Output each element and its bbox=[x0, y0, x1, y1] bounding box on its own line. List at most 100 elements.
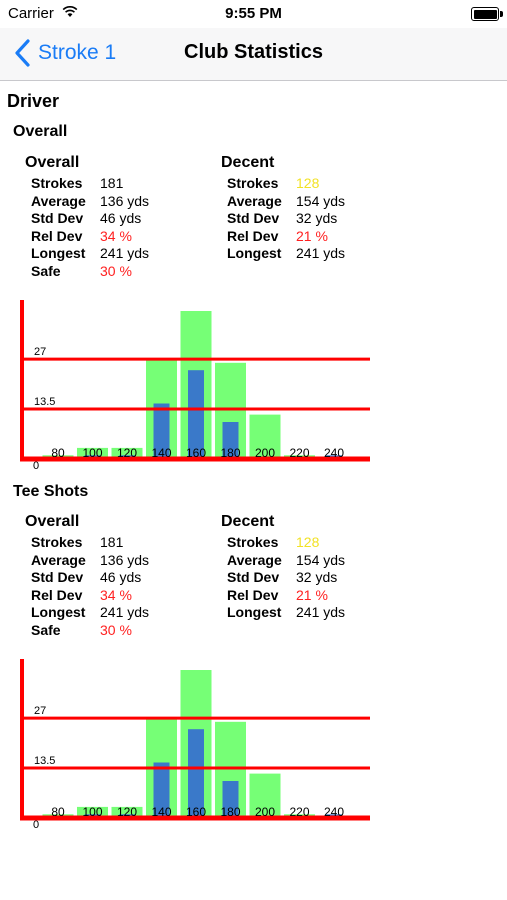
stat-row: Std Dev 46 yds bbox=[25, 210, 149, 228]
stat-value: 241 yds bbox=[296, 604, 346, 620]
total-bar bbox=[77, 806, 108, 818]
x-tick-label: 180 bbox=[220, 805, 240, 819]
stat-row: Rel Dev 34 % bbox=[25, 228, 149, 246]
decent-bar bbox=[222, 781, 239, 818]
stat-row: Longest 241 yds bbox=[25, 245, 149, 263]
stat-row: Strokes 181 bbox=[25, 534, 149, 552]
stat-label: Std Dev bbox=[31, 569, 84, 585]
y-tick-label: 0 bbox=[33, 819, 39, 830]
distance-histogram-tee-shots: 80 100 120 140 160 180 200 220 240 0 13.5 27 bbox=[20, 659, 370, 830]
stat-row: Longest 241 yds bbox=[25, 604, 149, 622]
stat-label: Safe bbox=[31, 262, 61, 279]
y-tick-label: 27 bbox=[34, 705, 46, 717]
battery-icon bbox=[471, 7, 503, 21]
stat-row: Average 154 yds bbox=[221, 193, 345, 211]
stat-label: Std Dev bbox=[227, 210, 280, 226]
clock: 9:55 PM bbox=[225, 5, 282, 22]
stat-value: 241 yds bbox=[100, 245, 150, 261]
carrier-label: Carrier bbox=[8, 5, 54, 22]
stat-label: Strokes bbox=[31, 534, 83, 550]
total-bar bbox=[77, 447, 108, 459]
stat-value: 136 yds bbox=[100, 192, 150, 209]
stat-label: Rel Dev bbox=[227, 586, 279, 603]
stat-value: 34 % bbox=[100, 227, 132, 244]
stat-label: Rel Dev bbox=[31, 586, 83, 603]
navigation-bar: Stroke 1 Club Statistics bbox=[0, 28, 507, 81]
stat-value: 46 yds bbox=[100, 569, 142, 585]
x-tick-label: 220 bbox=[289, 805, 309, 819]
x-tick-label: 120 bbox=[117, 805, 137, 819]
stats-heading: Decent bbox=[221, 154, 275, 171]
stat-row: Std Dev 32 yds bbox=[221, 210, 345, 228]
wifi-icon bbox=[62, 6, 78, 17]
x-tick-label: 160 bbox=[186, 446, 206, 460]
stat-value: 21 % bbox=[296, 586, 328, 603]
x-tick-label: 200 bbox=[255, 446, 275, 460]
x-tick-label: 240 bbox=[324, 805, 344, 819]
stats-heading: Overall bbox=[25, 154, 80, 171]
overall-stats: Overall Strokes 181 Average 136 yds Std De… bbox=[25, 513, 149, 639]
stat-row: Rel Dev 34 % bbox=[25, 587, 149, 605]
y-tick-label: 13.5 bbox=[34, 396, 55, 408]
total-bar bbox=[249, 414, 281, 459]
stat-value: 46 yds bbox=[100, 210, 142, 226]
stat-row: Rel Dev 21 % bbox=[221, 587, 345, 605]
decent-bar bbox=[222, 422, 239, 459]
decent-bar bbox=[153, 403, 170, 459]
stat-label: Longest bbox=[227, 245, 282, 261]
stat-label: Average bbox=[31, 192, 86, 209]
total-bar bbox=[111, 447, 143, 459]
section-title-overall: Overall bbox=[13, 123, 68, 140]
x-tick-label: 200 bbox=[255, 805, 275, 819]
decent-stats: Decent Strokes 128 Average 154 yds Std Dev… bbox=[221, 513, 345, 622]
stat-label: Strokes bbox=[227, 175, 279, 191]
stat-label: Average bbox=[227, 192, 282, 209]
x-tick-label: 140 bbox=[151, 446, 171, 460]
x-tick-label: 100 bbox=[82, 805, 102, 819]
stat-row: Rel Dev 21 % bbox=[221, 228, 345, 246]
distance-histogram-overall: 80 100 120 140 160 180 200 220 240 0 13.5 27 bbox=[20, 300, 370, 471]
stat-label: Longest bbox=[31, 245, 86, 261]
stat-label: Rel Dev bbox=[31, 227, 83, 244]
stat-label: Strokes bbox=[31, 175, 83, 191]
stat-value: 34 % bbox=[100, 586, 132, 603]
x-tick-label: 120 bbox=[117, 446, 137, 460]
stat-value: 154 yds bbox=[296, 192, 346, 209]
stat-label: Std Dev bbox=[31, 210, 84, 226]
stat-value: 21 % bbox=[296, 227, 328, 244]
x-tick-label: 180 bbox=[220, 446, 240, 460]
stat-label: Average bbox=[31, 551, 86, 568]
decent-bar bbox=[188, 370, 204, 459]
stat-label: Longest bbox=[227, 604, 282, 620]
stats-heading: Overall bbox=[25, 513, 80, 530]
stat-label: Strokes bbox=[227, 534, 279, 550]
stat-value: 30 % bbox=[100, 621, 132, 638]
total-bar bbox=[111, 806, 143, 818]
overall-stats: Overall Strokes 181 Average 136 yds Std De… bbox=[25, 154, 149, 280]
stat-row: Longest 241 yds bbox=[221, 245, 345, 263]
section-title-tee-shots: Tee Shots bbox=[13, 483, 89, 500]
decent-bar bbox=[153, 762, 170, 818]
y-tick-label: 0 bbox=[33, 460, 39, 471]
stat-row: Average 154 yds bbox=[221, 552, 345, 570]
stat-value: 128 bbox=[296, 175, 320, 191]
status-bar: Carrier 9:55 PM bbox=[0, 0, 507, 28]
stat-value: 32 yds bbox=[296, 569, 338, 585]
stat-value: 241 yds bbox=[100, 604, 150, 620]
decent-stats: Decent Strokes 128 Average 154 yds Std Dev… bbox=[221, 154, 345, 263]
total-bar bbox=[249, 773, 281, 818]
x-tick-label: 160 bbox=[186, 805, 206, 819]
stat-value: 32 yds bbox=[296, 210, 338, 226]
x-tick-label: 80 bbox=[51, 805, 65, 819]
decent-bar bbox=[188, 729, 204, 818]
stat-row: Average 136 yds bbox=[25, 552, 149, 570]
stat-label: Rel Dev bbox=[227, 227, 279, 244]
stat-value: 181 bbox=[100, 534, 124, 550]
y-tick-label: 27 bbox=[34, 346, 46, 358]
back-button[interactable]: Stroke 1 bbox=[12, 38, 116, 68]
x-tick-label: 220 bbox=[289, 446, 309, 460]
x-tick-label: 240 bbox=[324, 446, 344, 460]
stat-row: Average 136 yds bbox=[25, 193, 149, 211]
stat-row: Std Dev 46 yds bbox=[25, 569, 149, 587]
x-tick-label: 140 bbox=[151, 805, 171, 819]
